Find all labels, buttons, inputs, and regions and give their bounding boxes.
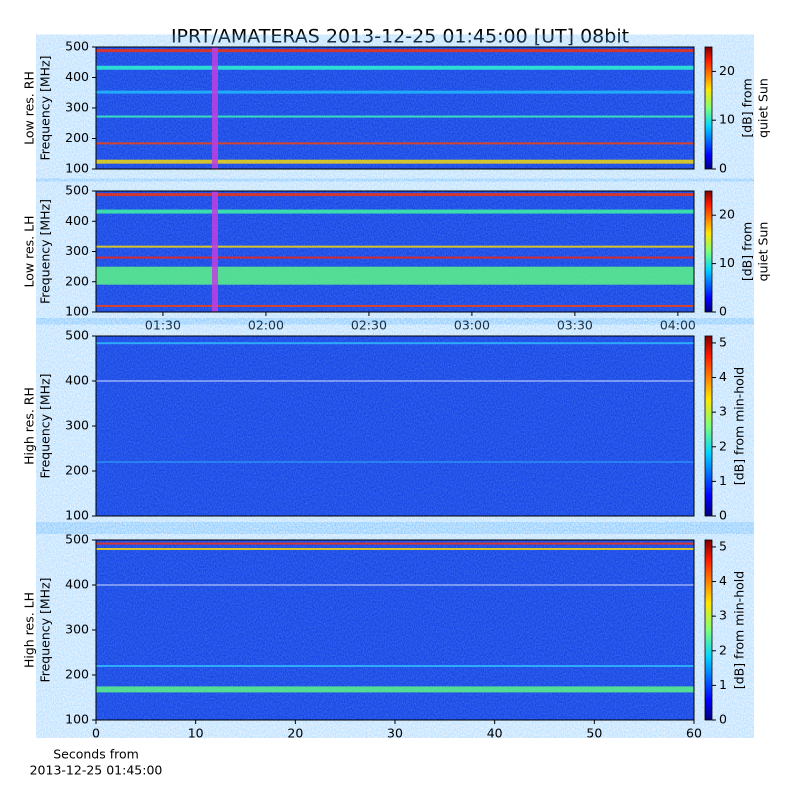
- colorbar-tick-label: 0: [719, 161, 727, 176]
- y-tick-label: 100: [65, 712, 89, 727]
- colorbar-label: [dB] from min-hold: [732, 367, 747, 485]
- x-tick-label: 02:00: [248, 318, 284, 333]
- x-tick-label: 40: [487, 726, 503, 741]
- x-axis-label: Seconds from: [53, 747, 139, 762]
- colorbar-tick-label: 1: [719, 677, 727, 692]
- colorbar: [704, 335, 713, 517]
- colorbar-tick-label: 1: [719, 473, 727, 488]
- y-tick-label: 100: [65, 508, 89, 523]
- colorbar-tick-label: 0: [719, 712, 727, 727]
- x-tick-label: 0: [92, 726, 100, 741]
- rfi-column: [212, 191, 218, 312]
- colorbar-tick-label: 2: [719, 642, 727, 657]
- x-tick-label: 01:30: [145, 318, 181, 333]
- spectrogram-band: [96, 686, 694, 693]
- colorbar-tick-label: 10: [719, 255, 735, 270]
- x-tick-label: 03:00: [454, 318, 490, 333]
- spectrogram-band: [96, 90, 694, 94]
- y-tick-label: 400: [65, 69, 89, 84]
- y-tick-label: 300: [65, 418, 89, 433]
- colorbar-tick-label: 4: [719, 573, 727, 588]
- colorbar-label: quiet Sun: [756, 222, 771, 282]
- spectrogram-band: [96, 49, 694, 53]
- spectrogram-band: [96, 209, 694, 214]
- y-tick-label: 200: [65, 667, 89, 682]
- y-tick-label: 500: [65, 39, 89, 54]
- spectrogram-band: [96, 266, 694, 285]
- spectrogram-band: [96, 115, 694, 118]
- x-tick-label: 60: [686, 726, 702, 741]
- y-tick-label: 200: [65, 130, 89, 145]
- x-tick-label: 02:30: [351, 318, 387, 333]
- spectrogram-band: [96, 193, 694, 197]
- colorbar-tick-label: 0: [719, 508, 727, 523]
- colorbar-tick-label: 3: [719, 404, 727, 419]
- spectrogram-noise: [96, 540, 694, 720]
- spectrogram-band: [96, 256, 694, 259]
- spectrogram-noise: [96, 47, 694, 169]
- spectrogram-band: [96, 584, 694, 586]
- y-tick-label: 500: [65, 328, 89, 343]
- y-tick-label: 300: [65, 243, 89, 258]
- x-tick-label: 03:30: [557, 318, 593, 333]
- x-tick-label: 30: [387, 726, 403, 741]
- y-axis-label: Frequency [MHz]: [38, 577, 53, 682]
- x-tick-label: 04:00: [660, 318, 696, 333]
- y-axis-label: High res. LH: [22, 592, 37, 668]
- colorbar: [704, 539, 713, 721]
- spectrogram-band: [96, 548, 694, 550]
- colorbar: [704, 190, 713, 313]
- x-axis-label: 2013-12-25 01:45:00: [30, 763, 163, 778]
- y-axis-label: Low res. RH: [22, 71, 37, 145]
- spectrogram-band: [96, 304, 694, 307]
- spectrogram-band: [96, 65, 694, 70]
- y-tick-label: 500: [65, 532, 89, 547]
- y-tick-label: 300: [65, 622, 89, 637]
- spectrogram-noise: [96, 191, 694, 312]
- colorbar-tick-label: 5: [719, 334, 727, 349]
- y-axis-label: Low res. LH: [22, 216, 37, 288]
- colorbar-tick-label: 20: [719, 63, 735, 78]
- y-tick-label: 500: [65, 183, 89, 198]
- x-tick-label: 10: [188, 726, 204, 741]
- colorbar-tick-label: 5: [719, 538, 727, 553]
- x-tick-label: 20: [287, 726, 303, 741]
- y-tick-label: 300: [65, 100, 89, 115]
- y-tick-label: 400: [65, 373, 89, 388]
- spectrogram-band: [96, 665, 694, 667]
- figure-title: IPRT/AMATERAS 2013-12-25 01:45:00 [UT] 0…: [171, 26, 629, 48]
- y-axis-label: Frequency [MHz]: [38, 55, 53, 160]
- x-tick-label: 50: [586, 726, 602, 741]
- spectrogram-band: [96, 342, 694, 345]
- colorbar-tick-label: 2: [719, 438, 727, 453]
- y-tick-label: 400: [65, 213, 89, 228]
- colorbar-tick-label: 3: [719, 608, 727, 623]
- spectrogram-band: [96, 542, 694, 545]
- y-tick-label: 200: [65, 273, 89, 288]
- y-axis-label: High res. RH: [22, 387, 37, 465]
- y-tick-label: 100: [65, 304, 89, 319]
- spectrogram-band: [96, 142, 694, 145]
- y-tick-label: 100: [65, 161, 89, 176]
- y-axis-label: Frequency [MHz]: [38, 373, 53, 478]
- y-tick-label: 200: [65, 463, 89, 478]
- colorbar-tick-label: 10: [719, 112, 735, 127]
- spectrogram-noise: [96, 336, 694, 516]
- colorbar-label: [dB] from: [740, 222, 755, 281]
- y-axis-label: Frequency [MHz]: [38, 199, 53, 304]
- colorbar-label: quiet Sun: [756, 78, 771, 138]
- colorbar-label: [dB] from min-hold: [732, 571, 747, 689]
- spectrogram-band: [96, 159, 694, 164]
- colorbar-tick-label: 0: [719, 304, 727, 319]
- colorbar: [704, 46, 713, 170]
- colorbar-label: [dB] from: [740, 78, 755, 137]
- colorbar-tick-label: 4: [719, 369, 727, 384]
- y-tick-label: 400: [65, 577, 89, 592]
- spectrogram-band: [96, 245, 694, 248]
- colorbar-tick-label: 20: [719, 207, 735, 222]
- rfi-column: [212, 47, 218, 169]
- spectrogram-band: [96, 380, 694, 382]
- spectrogram-band: [96, 461, 694, 463]
